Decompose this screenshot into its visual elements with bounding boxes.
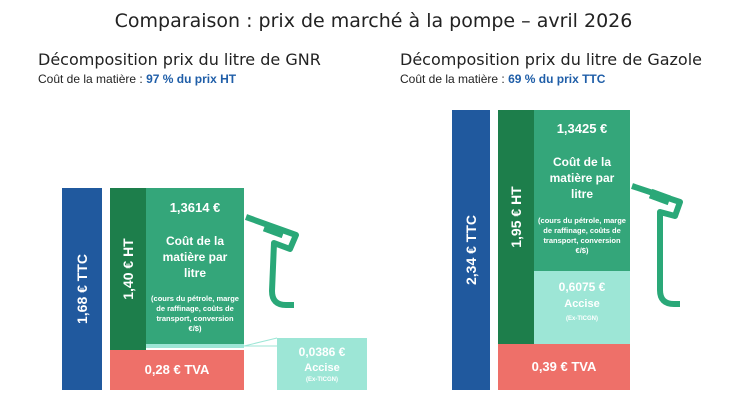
gnr-matiere-segment: 1,3614 € Coût de la matière par litre (c…	[146, 188, 244, 346]
gnr-accise-box: 0,0386 € Accise (Ex-TICGN)	[277, 338, 367, 390]
gazole-ttc-bar: 2,34 € TTC	[452, 110, 490, 390]
gazole-tva-label: 0,39 € TVA	[531, 359, 597, 374]
gnr-panel-title: Décomposition prix du litre de GNR	[38, 50, 321, 69]
gazole-subtitle-prefix: Coût de la matière :	[400, 72, 509, 86]
gnr-accise-label: Accise	[304, 362, 340, 374]
gazole-matiere-note: (cours du pétrole, marge de raffinage, c…	[538, 216, 626, 255]
gnr-subtitle-prefix: Coût de la matière :	[38, 72, 147, 86]
gazole-ttc-label: 2,34 € TTC	[463, 214, 479, 286]
gazole-accise-label: Accise	[564, 298, 600, 310]
gnr-matiere-value: 1,3614 €	[169, 200, 221, 215]
gnr-subtitle-value: 97 % du prix HT	[146, 72, 237, 86]
gazole-matiere-title: Coût de la matière par litre	[549, 155, 615, 201]
page-title: Comparaison : prix de marché à la pompe …	[114, 10, 633, 32]
gazole-fuel-nozzle-icon	[631, 183, 683, 307]
gnr-ttc-bar: 1,68 € TTC	[62, 188, 102, 390]
gazole-panel-subtitle: Coût de la matière : 69 % du prix TTC	[400, 72, 605, 86]
gazole-matiere-segment: 1,3425 € Coût de la matière par litre (c…	[534, 110, 630, 271]
gnr-matiere-title: Coût de la matière par litre	[162, 234, 228, 280]
gazole-accise-value: 0,6075 €	[558, 280, 606, 294]
gazole-matiere-value: 1,3425 €	[556, 121, 608, 136]
gazole-subtitle-value: 69 % du prix TTC	[508, 72, 606, 86]
gnr-matiere-note: (cours du pétrole, marge de raffinage, c…	[151, 294, 239, 333]
gnr-tva-label: 0,28 € TVA	[144, 362, 210, 377]
gazole-panel-title: Décomposition prix du litre de Gazole	[400, 50, 702, 69]
gazole-ht-bar: 1,95 € HT	[498, 110, 534, 344]
gnr-accise-note: (Ex-TICGN)	[306, 377, 338, 383]
gazole-accise-note: (Ex-TICGN)	[566, 316, 598, 322]
gnr-ht-bar: 1,40 € HT	[110, 188, 146, 350]
gnr-tva-segment: 0,28 € TVA	[110, 350, 244, 390]
gazole-accise-segment: 0,6075 € Accise (Ex-TICGN)	[534, 271, 630, 344]
gazole-ht-label: 1,95 € HT	[508, 186, 524, 248]
gnr-accise-value: 0,0386 €	[298, 345, 346, 359]
gnr-panel-subtitle: Coût de la matière : 97 % du prix HT	[38, 72, 236, 86]
gnr-fuel-nozzle-icon	[244, 214, 299, 308]
gazole-tva-segment: 0,39 € TVA	[498, 344, 630, 390]
